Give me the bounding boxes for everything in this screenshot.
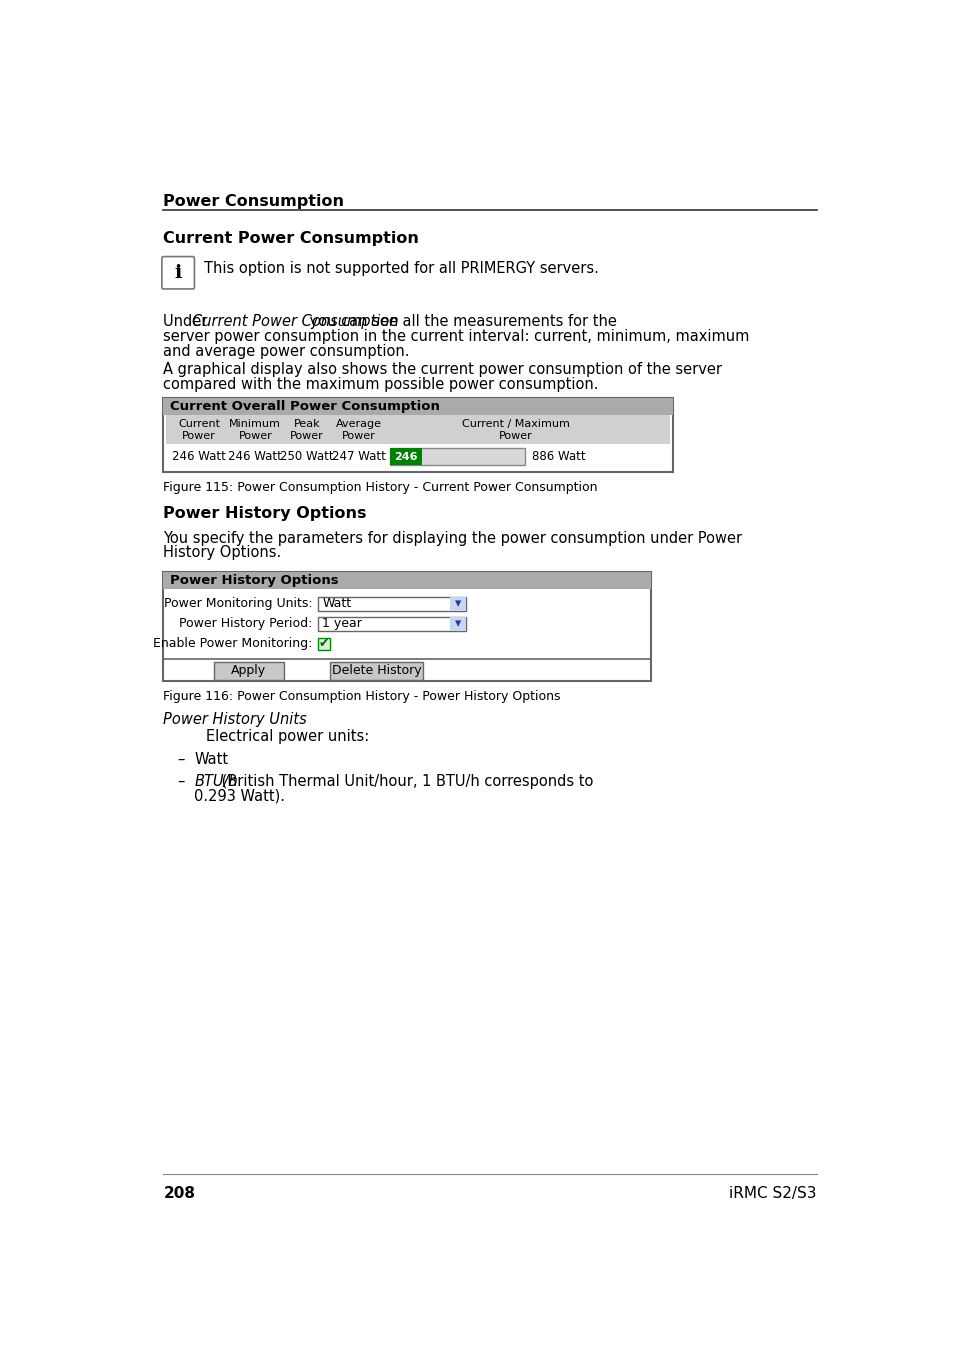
Bar	[163, 572, 650, 590]
Text: 247 Watt: 247 Watt	[332, 451, 386, 463]
Bar	[450, 616, 465, 631]
Text: ▾: ▾	[455, 618, 460, 630]
Text: 250 Watt: 250 Watt	[279, 451, 334, 463]
Text: Apply: Apply	[231, 664, 266, 677]
Text: Peak
Power: Peak Power	[290, 420, 323, 441]
Text: BTU/h: BTU/h	[194, 774, 238, 789]
Text: Current / Maximum
Power: Current / Maximum Power	[461, 420, 569, 441]
Text: Delete History: Delete History	[332, 664, 421, 677]
Bar	[390, 448, 525, 465]
Text: Power Monitoring Units:: Power Monitoring Units:	[163, 598, 312, 610]
Text: Power Consumption: Power Consumption	[163, 194, 344, 209]
Text: Under: Under	[163, 314, 213, 329]
Text: 1 year: 1 year	[322, 618, 362, 630]
Text: 0.293 Watt).: 0.293 Watt).	[194, 789, 285, 804]
Text: ✔: ✔	[318, 637, 329, 650]
Bar	[390, 448, 422, 465]
Text: Figure 116: Power Consumption History - Power History Options: Figure 116: Power Consumption History - …	[163, 691, 560, 703]
Text: Watt: Watt	[322, 598, 351, 610]
Text: Current
Power: Current Power	[178, 420, 220, 441]
Bar	[450, 596, 465, 611]
Text: Current Power Consumption: Current Power Consumption	[163, 231, 419, 246]
Text: History Options.: History Options.	[163, 545, 281, 560]
Text: Current Overall Power Consumption: Current Overall Power Consumption	[170, 401, 439, 413]
Text: 886 Watt: 886 Watt	[531, 451, 584, 463]
Text: Power History Period:: Power History Period:	[178, 618, 312, 630]
Bar	[163, 398, 672, 415]
Text: Power History Options: Power History Options	[170, 575, 338, 587]
Text: compared with the maximum possible power consumption.: compared with the maximum possible power…	[163, 376, 598, 391]
Text: Figure 115: Power Consumption History - Current Power Consumption: Figure 115: Power Consumption History - …	[163, 482, 598, 495]
Text: –: –	[177, 751, 185, 766]
FancyBboxPatch shape	[162, 256, 194, 289]
Bar	[318, 638, 330, 650]
Text: 246: 246	[394, 452, 417, 461]
Text: Current Power Consumption: Current Power Consumption	[192, 314, 398, 329]
Text: Power History Options: Power History Options	[163, 506, 367, 521]
Bar	[163, 398, 672, 472]
Text: Watt: Watt	[194, 751, 229, 766]
Text: and average power consumption.: and average power consumption.	[163, 344, 410, 359]
Text: You specify the parameters for displaying the power consumption under Power: You specify the parameters for displayin…	[163, 530, 741, 546]
Bar	[318, 596, 465, 611]
Text: you can see all the measurements for the: you can see all the measurements for the	[305, 314, 617, 329]
Text: 208: 208	[163, 1186, 195, 1201]
Bar	[330, 661, 422, 680]
Text: This option is not supported for all PRIMERGY servers.: This option is not supported for all PRI…	[204, 262, 598, 277]
Text: A graphical display also shows the current power consumption of the server: A graphical display also shows the curre…	[163, 362, 721, 378]
Text: server power consumption in the current interval: current, minimum, maximum: server power consumption in the current …	[163, 329, 749, 344]
Text: Average
Power: Average Power	[335, 420, 382, 441]
Text: –: –	[177, 774, 185, 789]
Bar	[163, 572, 650, 681]
Text: ▾: ▾	[455, 598, 460, 610]
Text: Enable Power Monitoring:: Enable Power Monitoring:	[152, 637, 312, 650]
Text: (British Thermal Unit/hour, 1 BTU/h corresponds to: (British Thermal Unit/hour, 1 BTU/h corr…	[217, 774, 593, 789]
Text: iRMC S2/S3: iRMC S2/S3	[728, 1186, 816, 1201]
Bar	[318, 616, 465, 631]
Text: Electrical power units:: Electrical power units:	[206, 730, 369, 745]
Bar	[213, 661, 283, 680]
Text: i: i	[174, 264, 182, 282]
Text: Power History Units: Power History Units	[163, 712, 307, 727]
Bar	[166, 415, 670, 444]
Text: 246 Watt: 246 Watt	[172, 451, 226, 463]
Text: 246 Watt: 246 Watt	[228, 451, 282, 463]
Text: Minimum
Power: Minimum Power	[229, 420, 281, 441]
